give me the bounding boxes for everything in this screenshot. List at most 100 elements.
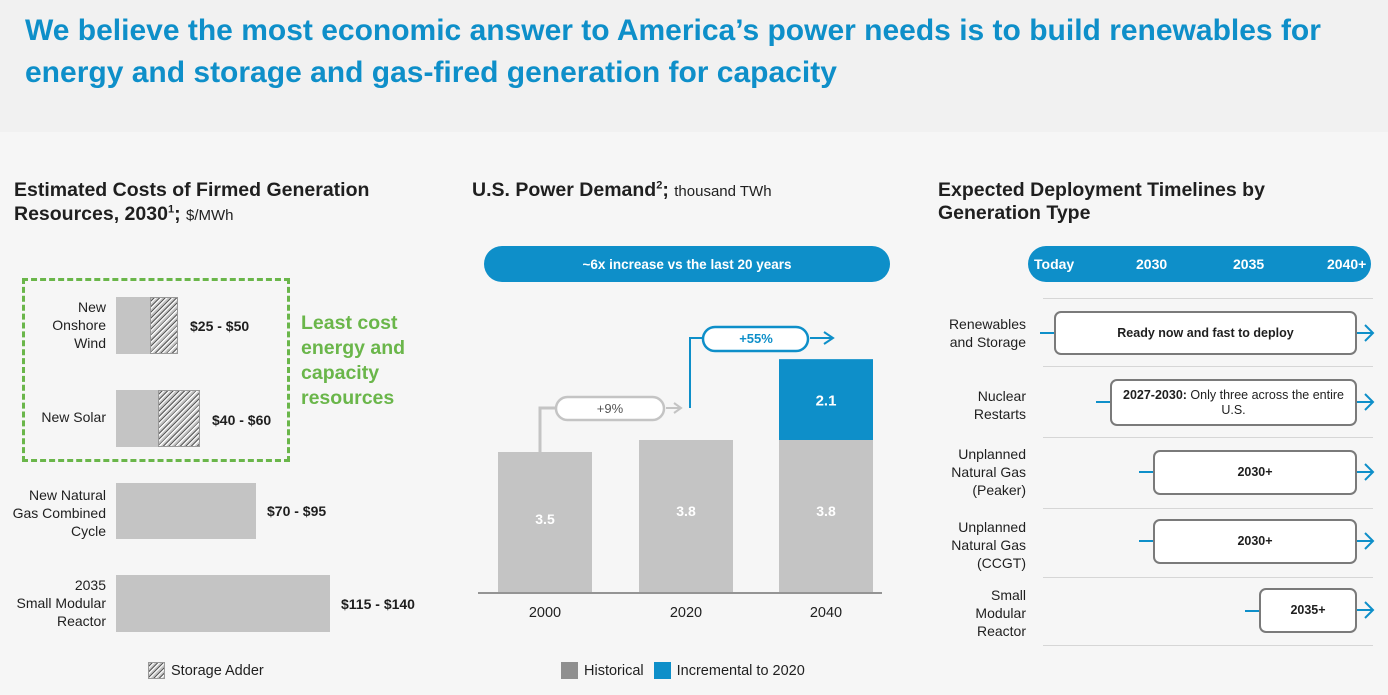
wind-cost-value: $25 - $50 (190, 318, 250, 334)
cost-title-line2: Resources, 20301; $/MWh (14, 202, 434, 228)
demand-legend: Historical Incremental to 2020 (561, 662, 805, 679)
year-tick-label: 2000 (529, 605, 561, 621)
category-label-line: Wind (74, 335, 106, 351)
header-band (0, 0, 1388, 132)
solar-storage-adder-bar (158, 390, 200, 447)
growth-arrow-1 (666, 402, 683, 414)
cost-chart-title: Estimated Costs of Firmed Generation Res… (14, 178, 434, 228)
smr-cost-value: $115 - $140 (341, 596, 415, 612)
peaker-timeline-text: 2030+ (1237, 465, 1273, 479)
row-label-line: Reactor (976, 623, 1026, 639)
row-label-line: and Storage (949, 334, 1026, 350)
timeline-tick-2035: 2035 (1233, 256, 1265, 272)
row-label-line: Unplanned (958, 519, 1026, 535)
row-label-line: Restarts (973, 406, 1026, 422)
growth-pill-2 (701, 325, 810, 353)
growth-label-1: +9% (597, 401, 624, 416)
row-label-smr: Small Modular Reactor (975, 586, 1026, 640)
ccgt-timeline-box: 2030+ (1153, 519, 1357, 564)
row-divider (1043, 577, 1373, 578)
smr-cost-bar (116, 575, 330, 632)
demand-title-semicolon: ; (662, 179, 669, 201)
callout-line: capacity (301, 362, 380, 384)
row-label-line: Modular (975, 605, 1026, 621)
category-label-line: New Solar (41, 409, 106, 425)
demand-title-main: U.S. Power Demand (472, 179, 657, 201)
row-divider (1043, 645, 1373, 646)
growth-connector-2 (689, 337, 702, 408)
category-label-line: 2035 (74, 577, 106, 593)
nuclear-timeline-bold: 2027-2030: (1123, 387, 1187, 402)
row-label-ccgt: Unplanned Natural Gas (CCGT) (951, 518, 1026, 572)
incremental-bar (779, 359, 873, 440)
least-cost-dashed-box (22, 278, 290, 462)
row-divider (1043, 508, 1373, 509)
timeline-tick-2030: 2030 (1136, 256, 1168, 272)
category-label-line: Reactor (56, 613, 106, 629)
category-label-line: Cycle (70, 523, 106, 539)
demand-unit: thousand TWh (674, 183, 772, 200)
row-label-nuclear: Nuclear Restarts (974, 387, 1026, 423)
wind-storage-adder-bar (150, 297, 178, 354)
gas-cc-cost-value: $70 - $95 (267, 503, 327, 519)
demand-chart: 3.5 2000 3.8 2020 3.8 2.1 2040 +9% +55% (478, 325, 882, 621)
cost-title-line1: Estimated Costs of Firmed Generation (14, 179, 370, 201)
smr-timeline-box: 2035+ (1259, 588, 1357, 633)
nuclear-timeline-text: 2027-2030: Only three across the entire … (1120, 388, 1347, 418)
timeline-title-line1: Expected Deployment Timelines by (938, 179, 1265, 201)
row-lead-line (1040, 332, 1056, 334)
row-divider (1043, 437, 1373, 438)
cost-title-semicolon: ; (174, 203, 181, 225)
arrow-right-icon (1357, 532, 1375, 550)
nuclear-timeline-box: 2027-2030: Only three across the entire … (1110, 379, 1357, 426)
historical-bar (779, 440, 873, 592)
smr-timeline-text: 2035+ (1290, 603, 1326, 617)
row-label-line: Small (990, 587, 1026, 603)
storage-adder-legend-label: Storage Adder (171, 662, 264, 679)
historical-swatch (561, 662, 578, 679)
nuclear-timeline-rest: Only three across the entire U.S. (1186, 387, 1344, 417)
cost-title-main: Resources, 2030 (14, 203, 168, 225)
historical-bar (498, 452, 592, 592)
row-lead-line (1139, 540, 1155, 542)
row-label-line: Renewables (948, 316, 1026, 332)
row-label-line: (CCGT) (977, 555, 1026, 571)
arrow-right-icon (1357, 463, 1375, 481)
timeline-title-line2: Generation Type (938, 202, 1091, 224)
category-label-line: New (77, 299, 106, 315)
callout-line: Least cost (301, 312, 398, 334)
row-lead-line (1096, 401, 1112, 403)
storage-adder-legend: Storage Adder (148, 662, 264, 679)
wind-cost-bar (116, 297, 150, 354)
row-label-line: (Peaker) (972, 482, 1026, 498)
least-cost-callout: Least cost energy and capacity resources (301, 311, 405, 411)
category-label-line: Onshore (52, 317, 106, 333)
incremental-value-label: 2.1 (816, 393, 837, 410)
historical-value-label: 3.5 (535, 511, 555, 527)
category-label-line: Small Modular (16, 595, 106, 611)
renewables-timeline-text: Ready now and fast to deploy (1117, 325, 1294, 340)
timeline-tick-2040: 2040+ (1327, 256, 1367, 272)
row-label-line: Natural Gas (951, 464, 1026, 480)
row-label-renewables: Renewables and Storage (949, 315, 1026, 351)
increase-pill-text: ~6x increase vs the last 20 years (582, 256, 792, 272)
category-label-wind: New Onshore Wind (0, 298, 106, 352)
category-label-solar: New Solar (0, 408, 106, 426)
historical-value-label: 3.8 (816, 503, 836, 519)
demand-chart-title: U.S. Power Demand2; thousand TWh (472, 178, 872, 204)
row-label-line: Nuclear (977, 388, 1026, 404)
renewables-timeline-box: Ready now and fast to deploy (1054, 311, 1357, 355)
timeline-title: Expected Deployment Timelines by Generat… (938, 179, 1378, 225)
cost-title-footnote: 1 (167, 203, 175, 216)
category-label-gas-cc: New Natural Gas Combined Cycle (0, 486, 106, 540)
hatch-swatch (148, 662, 165, 679)
growth-arrow-2 (810, 331, 835, 345)
growth-label-2: +55% (739, 331, 773, 346)
category-label-line: Gas Combined (12, 505, 106, 521)
row-lead-line (1139, 471, 1155, 473)
page-headline: We believe the most economic answer to A… (25, 14, 1321, 89)
peaker-timeline-box: 2030+ (1153, 450, 1357, 495)
growth-connector-1 (538, 406, 555, 462)
demand-title-footnote: 2 (656, 179, 663, 192)
solar-cost-value: $40 - $60 (212, 412, 272, 428)
